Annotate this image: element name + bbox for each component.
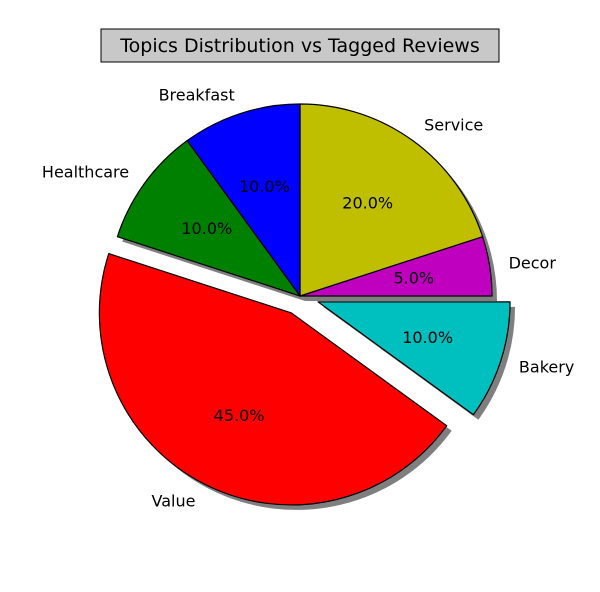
- slice-percentage-bakery: 10.0%: [402, 328, 453, 347]
- percentage-labels: 5.0% 20.0% 10.0% 10.0% 45.0% 10.0%: [181, 177, 453, 425]
- slice-percentage-healthcare: 10.0%: [181, 219, 232, 238]
- slice-label-service: Service: [424, 116, 483, 135]
- title-box: [100, 28, 500, 63]
- slice-percentage-decor: 5.0%: [393, 268, 434, 287]
- pie-slice-value: [98, 252, 448, 506]
- pie-slice-healthcare: [116, 140, 301, 297]
- pie-slice-breakfast: [186, 103, 301, 297]
- pie-slices: [98, 103, 511, 506]
- slice-label-value: Value: [152, 492, 196, 511]
- slice-percentage-breakfast: 10.0%: [239, 177, 290, 196]
- chart-title: Topics Distribution vs Tagged Reviews: [100, 28, 500, 63]
- slice-label-breakfast: Breakfast: [159, 86, 235, 105]
- pie-slice-bakery: [317, 301, 511, 416]
- slice-percentage-service: 20.0%: [342, 193, 393, 212]
- slice-label-bakery: Bakery: [519, 358, 574, 377]
- slice-labels: Decor Service Breakfast Healthcare Value Bake…: [42, 86, 574, 511]
- slice-label-decor: Decor: [509, 253, 557, 272]
- slice-label-healthcare: Healthcare: [42, 162, 129, 181]
- chart-title-text: Topics Distribution vs Tagged Reviews: [119, 35, 480, 57]
- pie-slice-service: [299, 103, 484, 297]
- slice-percentage-value: 45.0%: [214, 406, 265, 425]
